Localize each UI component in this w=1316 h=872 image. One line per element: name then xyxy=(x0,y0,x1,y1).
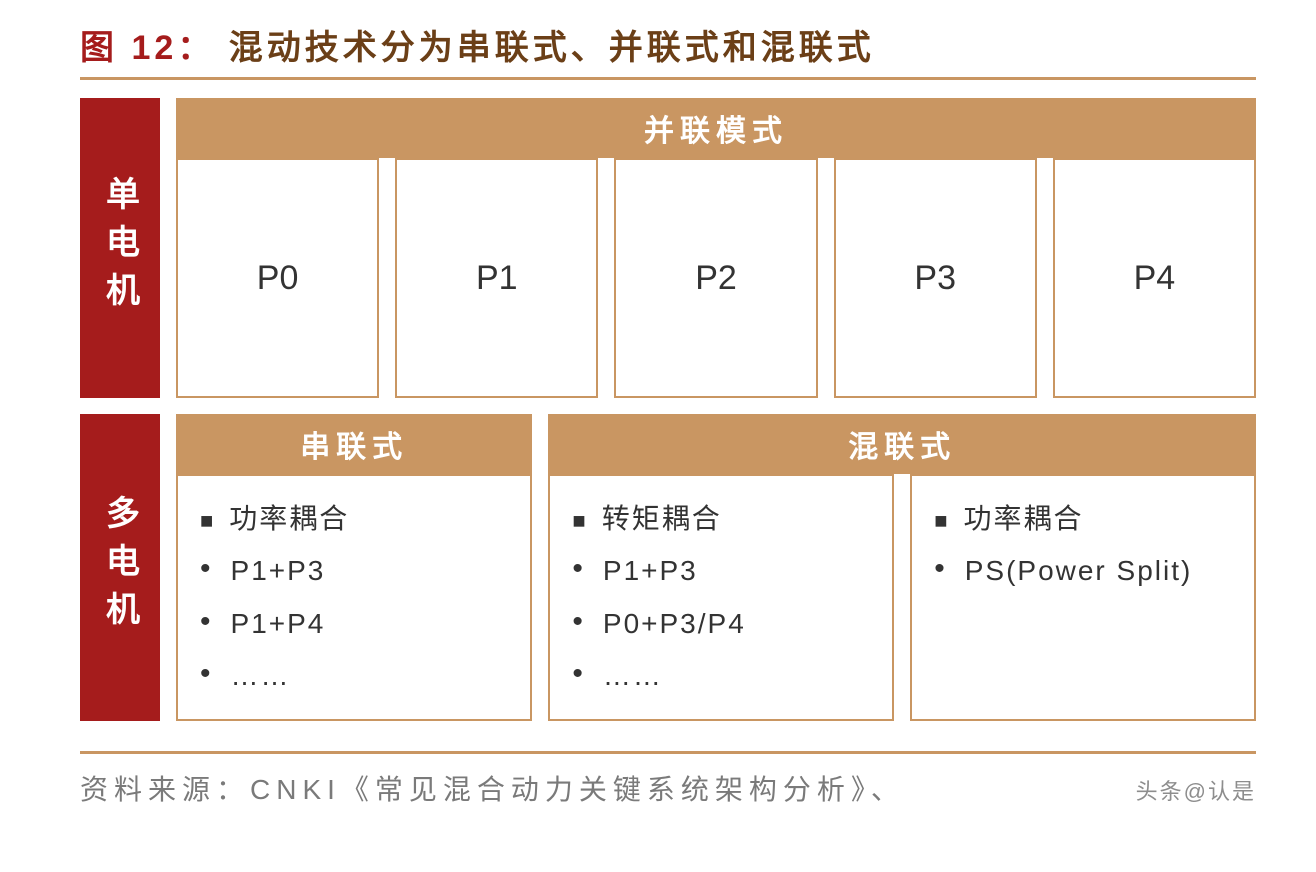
p-cells-container: P0 P1 P2 P3 P4 xyxy=(176,158,1256,398)
cell-p3: P3 xyxy=(834,158,1037,398)
cell-p0: P0 xyxy=(176,158,379,398)
figure-number: 图 12： xyxy=(80,29,215,67)
row2-content: 串联式 混联式 功率耦合 P1+P3 P1+P4 …… 转矩耦合 P1+P3 P… xyxy=(176,414,1256,721)
card1-heading: 功率耦合 xyxy=(200,494,508,543)
card1-item-0: P1+P3 xyxy=(200,543,508,596)
card1-item-2: …… xyxy=(200,648,508,701)
diagram-body: 单电机 并联模式 P0 P1 P2 P3 P4 多电机 串联式 混联式 功率耦合… xyxy=(80,98,1256,721)
cell-p4: P4 xyxy=(1053,158,1256,398)
figure-title: 图 12： 混动技术分为串联式、并联式和混联式 xyxy=(80,20,1256,80)
header-parallel-mode: 并联模式 xyxy=(176,98,1256,158)
row2-headers: 串联式 混联式 xyxy=(176,414,1256,474)
source-text: 资料来源：CNKI《常见混合动力关键系统架构分析》、 xyxy=(80,768,905,808)
row-label-multi: 多电机 xyxy=(80,414,160,721)
card1-item-1: P1+P4 xyxy=(200,596,508,649)
figure-caption: 混动技术分为串联式、并联式和混联式 xyxy=(229,29,875,67)
card-mixed-power-coupling: 功率耦合 PS(Power Split) xyxy=(910,474,1256,721)
card2-item-2: …… xyxy=(572,648,870,701)
header-series: 串联式 xyxy=(176,414,532,474)
card3-heading: 功率耦合 xyxy=(934,494,1232,543)
cell-p2: P2 xyxy=(614,158,817,398)
card2-item-1: P0+P3/P4 xyxy=(572,596,870,649)
cell-p1: P1 xyxy=(395,158,598,398)
header-mixed: 混联式 xyxy=(548,414,1256,474)
card2-item-0: P1+P3 xyxy=(572,543,870,596)
row2-cards: 功率耦合 P1+P3 P1+P4 …… 转矩耦合 P1+P3 P0+P3/P4 … xyxy=(176,474,1256,721)
row-single-motor: 单电机 并联模式 P0 P1 P2 P3 P4 xyxy=(80,98,1256,398)
watermark-text: 头条@认是 xyxy=(1136,774,1256,806)
card-series-power-coupling: 功率耦合 P1+P3 P1+P4 …… xyxy=(176,474,532,721)
row-multi-motor: 多电机 串联式 混联式 功率耦合 P1+P3 P1+P4 …… 转矩耦合 P1+… xyxy=(80,414,1256,721)
card-mixed-torque-coupling: 转矩耦合 P1+P3 P0+P3/P4 …… xyxy=(548,474,894,721)
card3-item-0: PS(Power Split) xyxy=(934,543,1232,596)
figure-footer: 资料来源：CNKI《常见混合动力关键系统架构分析》、 头条@认是 xyxy=(80,751,1256,808)
row-label-single: 单电机 xyxy=(80,98,160,398)
row1-content: 并联模式 P0 P1 P2 P3 P4 xyxy=(176,98,1256,398)
card2-heading: 转矩耦合 xyxy=(572,494,870,543)
